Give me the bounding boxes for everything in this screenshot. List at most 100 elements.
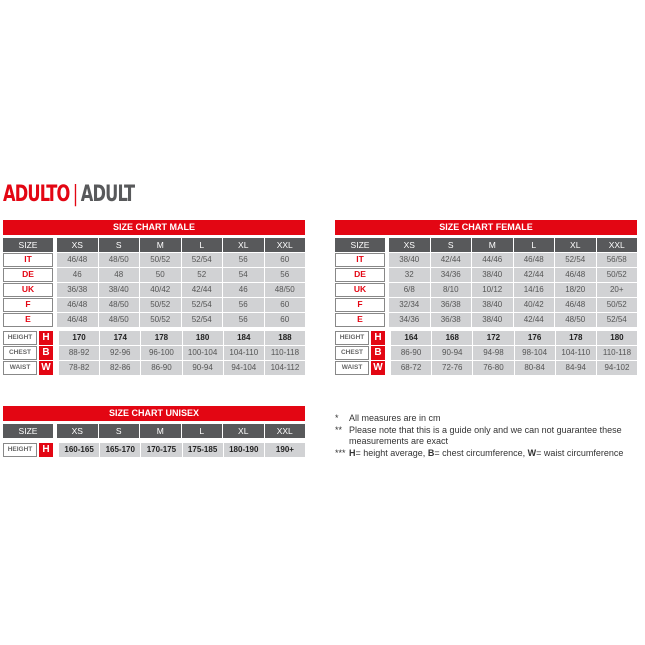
size-cell: 52/54 <box>181 313 222 327</box>
measure-cell: 160-165 <box>59 443 100 457</box>
measure-cell: 104-110 <box>555 346 596 360</box>
size-cell: 42/44 <box>181 283 222 297</box>
measure-cell: 168 <box>432 331 473 345</box>
size-cell: 46/48 <box>57 253 98 267</box>
measure-letter-badge: B <box>39 346 53 360</box>
measure-cell: 98-104 <box>514 346 555 360</box>
country-label: E <box>335 313 385 327</box>
measure-cell: 94-102 <box>596 361 638 375</box>
measure-label: CHEST <box>3 346 37 360</box>
chart-title: SIZE CHART MALE <box>3 220 305 235</box>
measure-cell: 170 <box>59 331 100 345</box>
country-label: F <box>3 298 53 312</box>
size-row: E 34/36 36/38 38/40 42/44 48/50 52/54 <box>335 313 637 327</box>
size-cell: 52/54 <box>181 298 222 312</box>
size-column-header: M <box>140 238 181 252</box>
size-cell: 40/42 <box>140 283 181 297</box>
measure-cell: 110-118 <box>264 346 306 360</box>
size-cell: 48/50 <box>98 253 139 267</box>
measure-row: CHEST B 88-92 92-96 96-100 100-104 104-110 110-… <box>3 346 306 360</box>
measure-cell: 170-175 <box>141 443 182 457</box>
size-cell: 38/40 <box>472 298 513 312</box>
note-item: * All measures are in cm <box>335 413 645 425</box>
size-cell: 50 <box>140 268 181 282</box>
measure-row: HEIGHT H 160-165 165-170 170-175 175-185 180-1… <box>3 443 306 457</box>
size-row: UK 36/38 38/40 40/42 42/44 46 48/50 <box>3 283 305 297</box>
measure-label: HEIGHT <box>3 443 37 457</box>
country-label: IT <box>3 253 53 267</box>
measure-letter-badge: W <box>371 361 385 375</box>
measure-letter-badge: H <box>39 443 53 457</box>
size-cell: 38/40 <box>389 253 430 267</box>
size-cell: 56 <box>264 268 305 282</box>
size-column-header: XS <box>389 238 430 252</box>
country-label: DE <box>3 268 53 282</box>
size-cell: 54 <box>223 268 264 282</box>
size-row: IT 46/48 48/50 50/52 52/54 56 60 <box>3 253 305 267</box>
measure-cell: 76-80 <box>473 361 514 375</box>
measure-letter-badge: H <box>371 331 385 345</box>
heading-english: ADULT <box>80 182 135 207</box>
size-row: DE 46 48 50 52 54 56 <box>3 268 305 282</box>
note-part: B <box>427 447 435 458</box>
size-column-header: S <box>98 238 139 252</box>
measure-cell: 164 <box>391 331 432 345</box>
chart-title: SIZE CHART FEMALE <box>335 220 637 235</box>
measure-cell: 184 <box>223 331 264 345</box>
measure-cell: 96-100 <box>141 346 182 360</box>
measure-cell: 94-98 <box>473 346 514 360</box>
measure-cell: 178 <box>141 331 182 345</box>
note-part: W <box>527 447 537 458</box>
measure-cell: 180 <box>596 331 638 345</box>
measure-label: WAIST <box>3 361 37 375</box>
measure-label: CHEST <box>335 346 369 360</box>
size-cell: 52/54 <box>555 253 596 267</box>
size-column-header: M <box>140 424 181 438</box>
measure-cell: 94-104 <box>223 361 264 375</box>
measure-row: HEIGHT H 170 174 178 180 184 188 <box>3 331 306 345</box>
size-row: DE 32 34/36 38/40 42/44 46/48 50/52 <box>335 268 637 282</box>
country-label: F <box>335 298 385 312</box>
size-cell: 50/52 <box>596 298 637 312</box>
size-cell: 32/34 <box>389 298 430 312</box>
size-cell: 50/52 <box>596 268 637 282</box>
size-cell: 8/10 <box>430 283 471 297</box>
size-cell: 20+ <box>596 283 637 297</box>
size-cell: 18/20 <box>555 283 596 297</box>
size-row: IT 38/40 42/44 44/46 46/48 52/54 56/58 <box>335 253 637 267</box>
size-column-header: XS <box>57 238 98 252</box>
size-cell: 46/48 <box>555 298 596 312</box>
size-cell: 46 <box>57 268 98 282</box>
size-row: UK 6/8 8/10 10/12 14/16 18/20 20+ <box>335 283 637 297</box>
size-cell: 36/38 <box>430 298 471 312</box>
size-cell: 48/50 <box>264 283 305 297</box>
measure-cell: 188 <box>264 331 306 345</box>
size-column-header: XS <box>57 424 98 438</box>
measure-cell: 178 <box>555 331 596 345</box>
size-column-header: XL <box>223 238 264 252</box>
measure-cell: 110-118 <box>596 346 638 360</box>
size-column-header: XXL <box>264 424 305 438</box>
size-cell: 34/36 <box>389 313 430 327</box>
note-item: ** Please note that this is a guide only … <box>335 425 645 448</box>
measure-cell: 86-90 <box>141 361 182 375</box>
size-cell: 10/12 <box>472 283 513 297</box>
measure-label: WAIST <box>335 361 369 375</box>
size-chart-male: SIZE CHART MALE SIZE XS S M L XL XXL IT 46/48 48/5… <box>3 220 306 376</box>
measure-row: CHEST B 86-90 90-94 94-98 98-104 104-110 110-11… <box>335 346 638 360</box>
size-column-header: XL <box>223 424 264 438</box>
size-cell: 52/54 <box>596 313 637 327</box>
size-cell: 50/52 <box>140 253 181 267</box>
country-label: UK <box>335 283 385 297</box>
size-cell: 42/44 <box>513 268 554 282</box>
measure-cell: 190+ <box>264 443 306 457</box>
size-row: E 46/48 48/50 50/52 52/54 56 60 <box>3 313 305 327</box>
country-label: IT <box>335 253 385 267</box>
size-cell: 46/48 <box>57 313 98 327</box>
measure-cell: 84-94 <box>555 361 596 375</box>
measure-row: WAIST W 78-82 82-86 86-90 90-94 94-104 104-112 <box>3 361 306 375</box>
size-cell: 14/16 <box>513 283 554 297</box>
size-chart-unisex: SIZE CHART UNISEX SIZE XS S M L XL XXL HEIGHT H 16… <box>3 406 306 458</box>
size-cell: 52/54 <box>181 253 222 267</box>
note-part: = waist circumference <box>536 447 624 458</box>
